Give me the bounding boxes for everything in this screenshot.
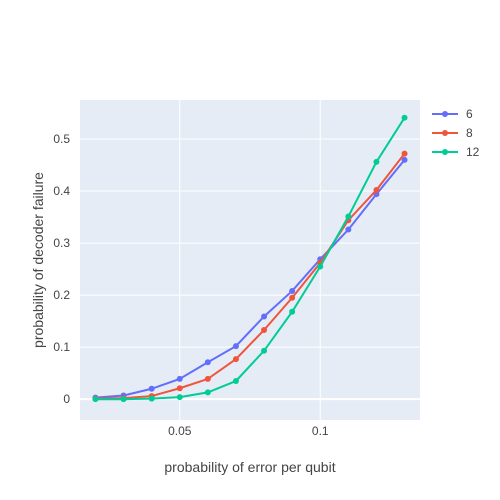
data-point-8 [204, 375, 211, 382]
legend-item-12[interactable]: 12 [432, 145, 480, 159]
legend-marker [442, 130, 448, 136]
data-point-6 [232, 343, 239, 350]
legend-marker [442, 111, 448, 117]
y-tick-label: 0.2 [53, 288, 70, 302]
series-line-8 [95, 152, 406, 400]
data-point-8 [373, 187, 380, 194]
data-point-8 [232, 356, 239, 363]
data-point-12 [204, 389, 211, 396]
legend-label: 8 [466, 126, 473, 140]
data-point-8 [401, 150, 408, 157]
y-tick-label: 0.4 [53, 184, 70, 198]
legend[interactable]: 6 8 12 [432, 107, 480, 159]
series-line-12 [95, 117, 406, 401]
legend-item-8[interactable]: 8 [432, 126, 473, 140]
data-point-12 [92, 396, 99, 403]
y-tick-label: 0.3 [53, 236, 70, 250]
data-point-8 [261, 326, 268, 333]
legend-label: 6 [466, 107, 473, 121]
grid-lines [80, 100, 420, 420]
data-point-12 [148, 395, 155, 402]
series-6 [92, 156, 408, 401]
data-point-8 [289, 294, 296, 301]
series-line-6 [95, 159, 406, 399]
plot-area [80, 100, 420, 420]
data-point-12 [289, 308, 296, 315]
y-tick-label: 0 [63, 392, 70, 406]
data-point-6 [204, 359, 211, 366]
legend-marker [442, 149, 448, 155]
y-tick-label: 0.5 [53, 132, 70, 146]
data-point-8 [176, 385, 183, 392]
data-point-12 [401, 114, 408, 121]
data-point-12 [120, 396, 127, 403]
data-point-12 [373, 158, 380, 165]
data-point-6 [401, 156, 408, 163]
data-point-12 [232, 377, 239, 384]
x-tick-label: 0.1 [312, 424, 329, 438]
data-point-12 [261, 347, 268, 354]
series-12 [92, 114, 408, 403]
y-axis-title: probability of decoder failure [30, 172, 46, 348]
data-point-12 [176, 394, 183, 401]
legend-label: 12 [466, 145, 480, 159]
data-point-6 [148, 385, 155, 392]
data-point-12 [317, 263, 324, 270]
tick-labels: 0 0.1 0.2 0.3 0.4 0.5 0.05 0.1 [53, 132, 329, 438]
series-layer [92, 114, 408, 403]
data-point-6 [176, 375, 183, 382]
data-point-6 [261, 313, 268, 320]
data-point-6 [345, 226, 352, 233]
data-point-12 [345, 213, 352, 220]
legend-item-6[interactable]: 6 [432, 107, 473, 121]
x-tick-label: 0.05 [168, 424, 192, 438]
data-point-6 [289, 287, 296, 294]
y-tick-label: 0.1 [53, 340, 70, 354]
x-axis-title: probability of error per qubit [164, 459, 335, 475]
